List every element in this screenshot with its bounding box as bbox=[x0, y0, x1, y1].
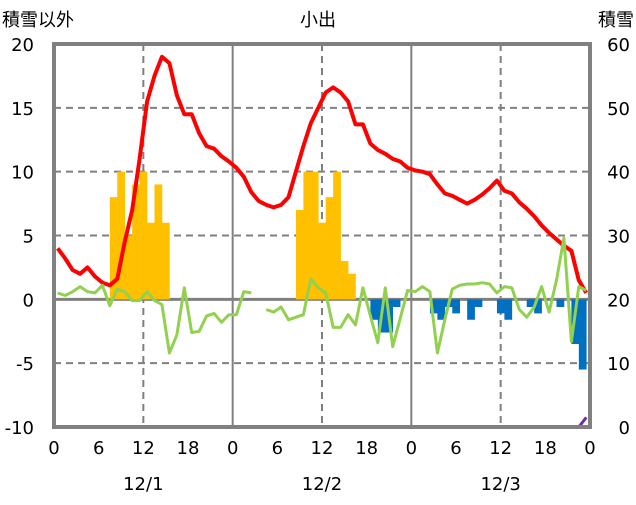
x-tick-label: 18 bbox=[355, 438, 378, 459]
snow-decrease-bar bbox=[534, 299, 542, 314]
x-tick-label: 0 bbox=[48, 438, 59, 459]
left-axis-label: 積雪以外 bbox=[2, 10, 74, 31]
change-line bbox=[57, 236, 587, 355]
x-tick-label: 12 bbox=[311, 438, 334, 459]
snowfall-bar bbox=[295, 209, 304, 300]
snow-decrease-bar bbox=[437, 299, 446, 320]
x-tick-label: 18 bbox=[534, 438, 557, 459]
snow-decrease-bar bbox=[556, 299, 565, 307]
snow-decrease-bar bbox=[474, 299, 483, 307]
date-label: 12/2 bbox=[302, 474, 342, 495]
chart-title: 小出 bbox=[300, 10, 336, 31]
snow-decrease-bar bbox=[526, 299, 535, 307]
snowfall-bar bbox=[303, 171, 312, 300]
date-label: 12/3 bbox=[480, 474, 520, 495]
y-right-tick-label: 40 bbox=[607, 163, 630, 184]
snowfall-bar bbox=[348, 273, 356, 300]
snow-decrease-bar bbox=[452, 299, 461, 314]
snowfall-bar bbox=[318, 222, 327, 300]
snowfall-bar bbox=[161, 222, 170, 300]
snowfall-bar bbox=[124, 235, 133, 300]
plot-frame bbox=[52, 42, 592, 429]
y-right-tick-label: 30 bbox=[607, 227, 630, 248]
snowfall-bar bbox=[325, 197, 334, 300]
x-tick-label: 12 bbox=[132, 438, 155, 459]
y-right-tick-label: 10 bbox=[607, 354, 630, 375]
snow-decrease-bar bbox=[578, 299, 587, 370]
x-tick-label: 18 bbox=[177, 438, 200, 459]
snowfall-bar bbox=[154, 184, 163, 300]
y-left-tick-label: 5 bbox=[23, 227, 34, 248]
snowfall-bar bbox=[132, 184, 140, 300]
x-tick-label: 0 bbox=[406, 438, 417, 459]
snowfall-bar bbox=[333, 171, 341, 300]
y-left-tick-label: -5 bbox=[16, 354, 34, 375]
snowfall-bar bbox=[117, 171, 126, 300]
date-label: 12/1 bbox=[123, 474, 163, 495]
x-tick-label: 6 bbox=[450, 438, 461, 459]
x-tick-label: 6 bbox=[93, 438, 104, 459]
temperature-line bbox=[56, 54, 589, 294]
bars bbox=[109, 171, 587, 370]
snow-decrease-bar bbox=[496, 299, 505, 314]
x-tick-label: 0 bbox=[227, 438, 238, 459]
y-right-tick-label: 0 bbox=[619, 418, 630, 439]
x-tick-label: 6 bbox=[272, 438, 283, 459]
y-right-tick-label: 20 bbox=[607, 290, 630, 311]
y-right-tick-label: 50 bbox=[607, 99, 630, 120]
y-left-tick-label: 15 bbox=[11, 99, 34, 120]
y-left-tick-label: 10 bbox=[11, 163, 34, 184]
x-tick-label: 12 bbox=[489, 438, 512, 459]
snow-decrease-bar bbox=[504, 299, 513, 320]
right-axis-label: 積雪 bbox=[598, 10, 634, 31]
snowfall-bar bbox=[340, 261, 349, 300]
plot-border bbox=[52, 42, 592, 429]
y-left-tick-label: -10 bbox=[5, 418, 34, 439]
snowfall-bar bbox=[310, 171, 319, 300]
snowfall-bar bbox=[109, 197, 118, 300]
y-right-tick-label: 60 bbox=[607, 35, 630, 56]
snow-decrease-bar bbox=[392, 299, 401, 307]
y-left-tick-label: 20 bbox=[11, 35, 34, 56]
snowfall-bar bbox=[139, 171, 148, 300]
snow-decrease-bar bbox=[429, 299, 438, 314]
snow-decrease-bar bbox=[467, 299, 475, 320]
x-tick-label: 0 bbox=[584, 438, 595, 459]
snow-decrease-bar bbox=[370, 299, 379, 320]
snowfall-bar bbox=[147, 222, 155, 300]
y-left-tick-label: 0 bbox=[23, 290, 34, 311]
